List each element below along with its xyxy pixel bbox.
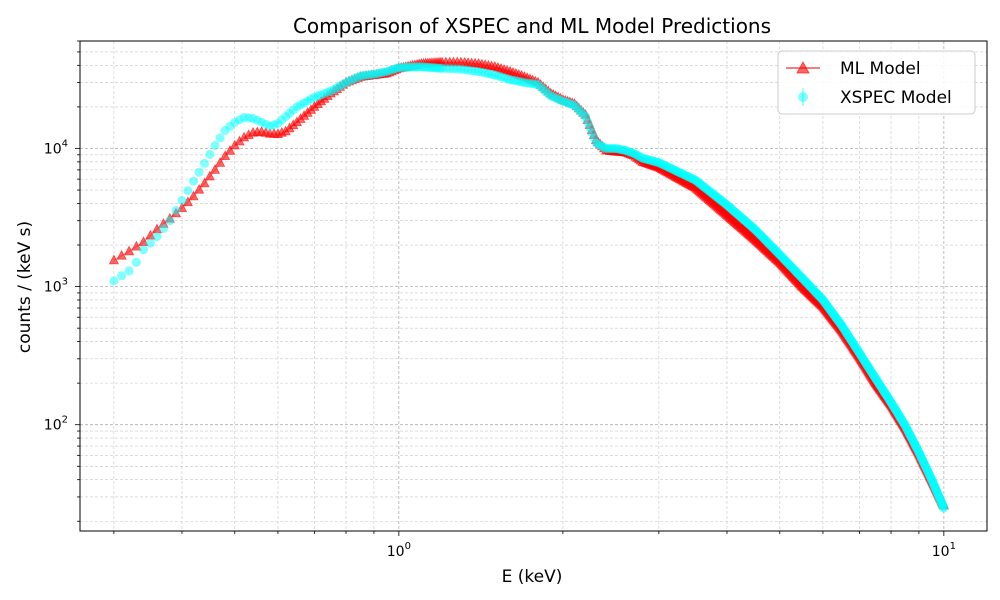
- ml-model-point: [123, 245, 135, 256]
- ml-model-point: [214, 157, 226, 167]
- ml-model-point: [193, 183, 205, 194]
- legend-marker-xspec-model: [798, 92, 808, 102]
- xspec-model-point: [117, 271, 127, 281]
- legend-label-xspec-model: XSPEC Model: [840, 88, 952, 108]
- x-tick-label: 100: [387, 541, 411, 560]
- xspec-model-point: [210, 141, 220, 150]
- ml-model-point: [219, 150, 231, 161]
- xspec-model-point: [939, 503, 949, 513]
- xspec-model-point: [177, 196, 187, 205]
- xspec-model-point: [124, 266, 134, 276]
- legend-box: [777, 50, 976, 115]
- ml-model-point: [188, 190, 199, 201]
- ml-model-point: [199, 177, 210, 188]
- plot-marks: [108, 56, 949, 513]
- legend: ML Model XSPEC Model: [777, 50, 976, 115]
- xspec-model-point: [215, 133, 225, 143]
- plot-area-frame: [79, 40, 988, 532]
- xspec-model-point: [205, 149, 215, 159]
- xspec-model-point: [165, 216, 175, 226]
- xspec-model-point: [159, 224, 168, 234]
- xspec-model-point: [189, 176, 198, 186]
- ml-model-point: [224, 144, 236, 155]
- x-tick-label: 101: [932, 541, 956, 560]
- xspec-model-point: [145, 238, 155, 248]
- xspec-model-point: [194, 167, 204, 177]
- xspec-model-point: [139, 245, 148, 255]
- legend-marker-ml-model: [796, 60, 810, 74]
- y-tick-label: 104: [44, 138, 68, 157]
- xspec-model-point: [183, 186, 193, 196]
- y-axis-label: counts / (keV s): [15, 221, 35, 353]
- ml-model-point: [209, 164, 221, 174]
- xspec-model-point: [131, 257, 141, 267]
- chart-title: Comparison of XSPEC and ML Model Predict…: [293, 14, 771, 38]
- ml-model-point: [108, 254, 120, 265]
- xspec-model-point: [109, 276, 119, 286]
- xspec-model-point: [171, 206, 181, 215]
- x-axis-label: E (keV): [502, 567, 563, 587]
- axis-ticks: 100 101 102 103 104: [44, 40, 956, 560]
- ml-model-point: [116, 249, 127, 260]
- xspec-model-point: [200, 158, 209, 168]
- xspec-model-point: [152, 232, 162, 242]
- ml-model-point: [204, 170, 215, 181]
- y-tick-label: 103: [44, 277, 68, 296]
- legend-label-ml-model: ML Model: [840, 59, 921, 79]
- y-tick-label: 102: [44, 415, 68, 434]
